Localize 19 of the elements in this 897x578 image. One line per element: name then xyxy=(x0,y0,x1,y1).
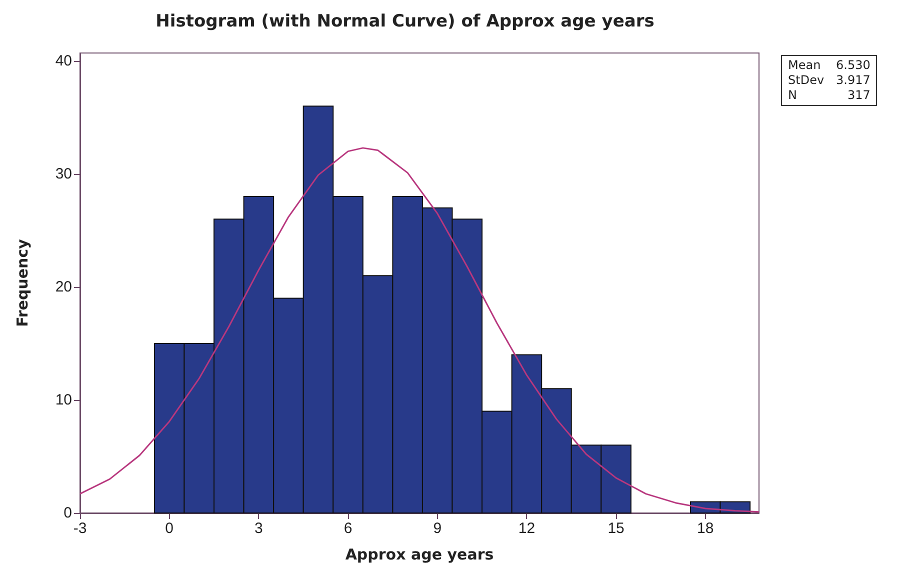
x-tick-label: 6 xyxy=(344,520,352,537)
text: StDev 3.917 xyxy=(788,73,870,88)
text: N 317 xyxy=(788,88,870,102)
y-tick-label: 40 xyxy=(55,52,72,70)
y-tick-label: 20 xyxy=(55,278,72,296)
x-tick-label: 3 xyxy=(254,520,263,537)
x-tick-label: 0 xyxy=(165,520,174,537)
x-tick-label: -3 xyxy=(73,520,87,537)
x-tick-label: 18 xyxy=(697,520,714,537)
text: Mean 6.530 xyxy=(788,58,870,72)
y-tick-label: 0 xyxy=(64,504,72,522)
y-tick-label: 10 xyxy=(55,391,72,408)
x-axis-title: Approx age years xyxy=(345,546,494,564)
y-tick-label: 30 xyxy=(55,165,72,182)
chart-title: Histogram (with Normal Curve) of Approx age years xyxy=(156,12,654,32)
x-tick-label: 12 xyxy=(518,520,536,537)
x-tick-label: 15 xyxy=(608,520,624,537)
x-tick-label: 9 xyxy=(433,520,442,537)
y-axis-title: Frequency xyxy=(14,238,32,327)
